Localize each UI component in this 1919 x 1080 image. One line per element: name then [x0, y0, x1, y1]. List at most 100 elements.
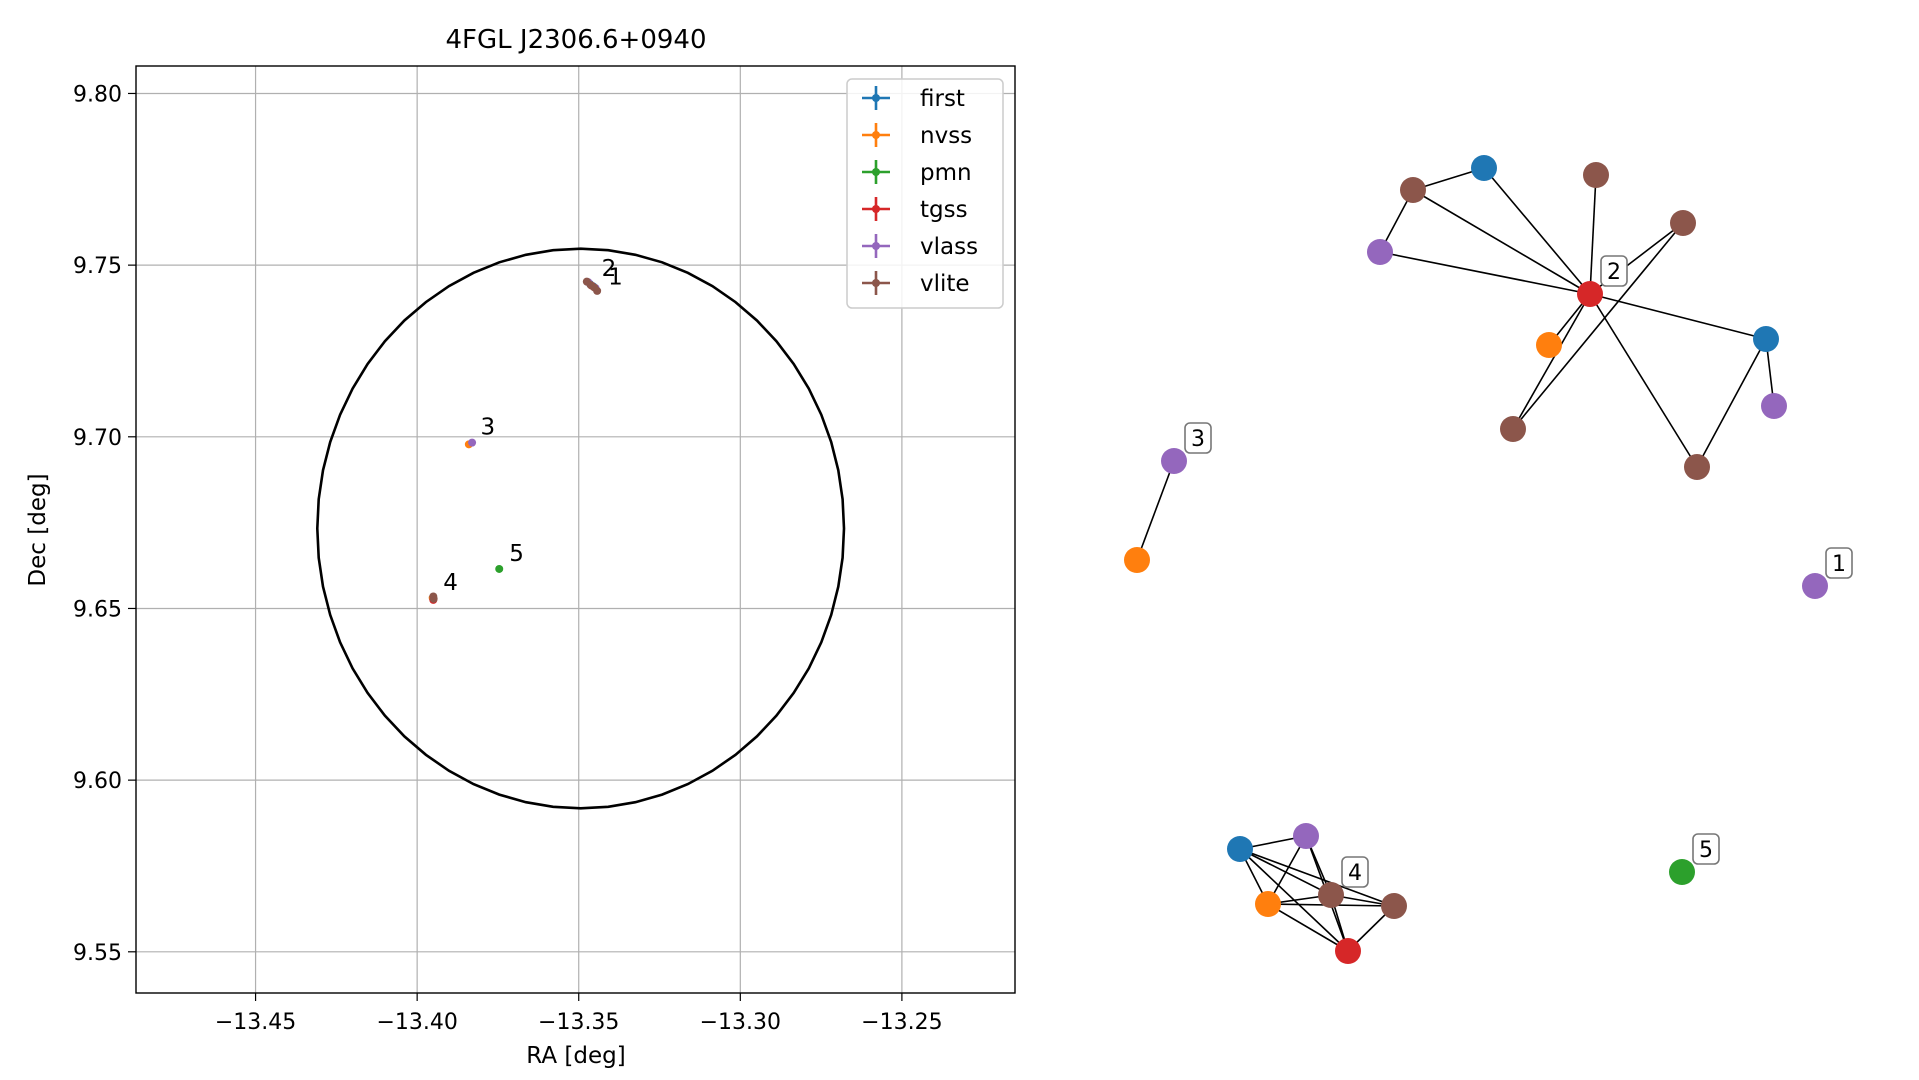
legend-item-pmn: pmn — [862, 160, 972, 186]
x-tick-label: −13.35 — [538, 1010, 619, 1035]
node-first — [1227, 836, 1253, 862]
y-tick-label: 9.80 — [73, 82, 122, 107]
node-vlass — [1761, 393, 1787, 419]
network-edge — [1239, 848, 1395, 907]
crossmatch-network: 2 3 1 4 5 — [1124, 155, 1853, 964]
legend-marker — [872, 279, 880, 287]
y-axis-label: Dec [deg] — [25, 473, 51, 586]
y-tick-label: 9.70 — [73, 426, 122, 451]
y-tick-label: 9.55 — [73, 941, 122, 966]
node-first — [1753, 326, 1779, 352]
x-tick-label: −13.25 — [861, 1010, 942, 1035]
x-tick-label: −13.40 — [376, 1010, 457, 1035]
node-label: 1 — [1825, 547, 1853, 579]
node-nvss — [1124, 547, 1150, 573]
node-label-box — [1600, 255, 1628, 287]
legend-marker — [872, 94, 880, 102]
series-vlite — [429, 277, 602, 603]
legend-label: vlite — [920, 271, 970, 297]
node-vlite — [1400, 177, 1426, 203]
node-tgss — [1577, 281, 1603, 307]
annotation-label: 3 — [480, 415, 495, 441]
node-label: 2 — [1600, 255, 1628, 287]
node-label-text: 3 — [1191, 427, 1205, 452]
annotation-label: 5 — [509, 541, 524, 567]
node-nvss — [1255, 891, 1281, 917]
localization-circle — [315, 247, 846, 810]
node-vlass — [1367, 239, 1393, 265]
x-tick-label: −13.45 — [215, 1010, 296, 1035]
y-tick-label: 9.65 — [73, 597, 122, 622]
node-vlite — [1500, 416, 1526, 442]
y-tick-label: 9.60 — [73, 769, 122, 794]
node-label-text: 2 — [1607, 260, 1621, 285]
axis-ticks: −13.45 −13.40 −13.35 −13.30 −13.25 9.55 9.60 9.… — [73, 82, 943, 1035]
network-labels: 2 3 1 4 5 — [1184, 255, 1853, 888]
network-edge — [1696, 338, 1767, 468]
node-label-text: 4 — [1348, 861, 1362, 886]
node-vlite — [1670, 210, 1696, 236]
node-label-text: 1 — [1832, 552, 1846, 577]
node-label-box — [1692, 833, 1720, 865]
legend-item-vlass: vlass — [862, 234, 978, 260]
node-label: 4 — [1341, 856, 1369, 888]
legend-marker — [872, 205, 880, 213]
legend-label: pmn — [920, 160, 972, 186]
point-vlite — [593, 286, 602, 295]
node-pmn — [1669, 859, 1695, 885]
node-vlite — [1381, 893, 1407, 919]
node-tgss — [1335, 938, 1361, 964]
node-label: 5 — [1692, 833, 1720, 865]
node-label-text: 5 — [1699, 838, 1713, 863]
y-tick-label: 9.75 — [73, 254, 122, 279]
node-label-box — [1341, 856, 1369, 888]
node-label-box — [1184, 422, 1212, 454]
plot-title: 4FGL J2306.6+0940 — [446, 25, 707, 55]
node-vlite — [1583, 162, 1609, 188]
legend-marker — [872, 168, 880, 176]
network-edges — [1136, 167, 1775, 952]
node-vlass — [1161, 448, 1187, 474]
legend-marker — [872, 242, 880, 250]
network-edge — [1267, 903, 1349, 952]
point-pmn — [495, 564, 504, 573]
legend-item-vlite: vlite — [862, 271, 970, 297]
legend-label: vlass — [920, 234, 978, 260]
source-points — [428, 277, 602, 604]
node-first — [1471, 155, 1497, 181]
annotation-label: 2 — [602, 256, 617, 282]
series-pmn — [495, 564, 504, 573]
network-edge — [1136, 460, 1175, 561]
error-ellipse — [315, 247, 846, 810]
network-edge — [1379, 251, 1591, 295]
annotation-label: 1 — [608, 265, 623, 291]
plot-frame — [135, 65, 1016, 994]
legend-item-nvss: nvss — [862, 123, 972, 149]
network-edge — [1412, 189, 1591, 295]
legend-label: nvss — [920, 123, 972, 149]
legend-label: tgss — [920, 197, 968, 223]
legend-item-first: first — [862, 86, 965, 112]
legend-marker — [872, 131, 880, 139]
network-edge — [1589, 293, 1698, 468]
network-edge — [1589, 293, 1767, 340]
node-vlite — [1684, 454, 1710, 480]
node-vlass — [1802, 573, 1828, 599]
node-vlass — [1293, 823, 1319, 849]
node-label-box — [1825, 547, 1853, 579]
annotation-label: 4 — [443, 570, 458, 596]
legend-label: first — [920, 86, 965, 112]
x-tick-label: −13.30 — [700, 1010, 781, 1035]
network-edge — [1512, 222, 1684, 430]
legend: first nvss pmn tgss vlass vlite — [846, 78, 1004, 309]
network-edge — [1483, 167, 1591, 295]
legend-item-tgss: tgss — [862, 197, 968, 223]
source-annotations: 12 3 4 5 — [443, 256, 622, 596]
point-vlass — [468, 438, 477, 447]
point-vlite — [429, 594, 438, 603]
network-nodes — [1124, 155, 1828, 964]
node-nvss — [1536, 332, 1562, 358]
network-edge — [1512, 293, 1591, 430]
